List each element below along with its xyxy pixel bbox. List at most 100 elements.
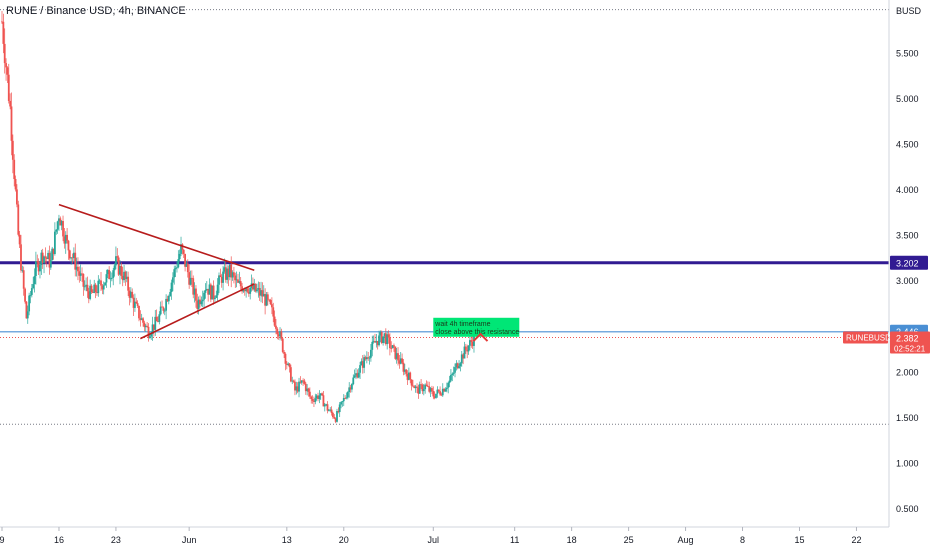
candle-body — [352, 377, 355, 385]
candle-body — [161, 306, 163, 308]
price-tick-label: 5.000 — [896, 94, 919, 104]
candle-body — [340, 402, 342, 405]
currency-label: BUSD — [896, 6, 922, 16]
candle-body — [376, 340, 379, 346]
candle-body — [393, 345, 395, 347]
candle-body — [300, 380, 303, 383]
candle-body — [380, 332, 383, 343]
candle-body — [298, 381, 300, 392]
candle-body — [105, 274, 108, 283]
candle-body — [150, 333, 153, 337]
candle-body — [170, 282, 173, 293]
candle-body — [53, 231, 56, 255]
candle-body — [349, 387, 352, 390]
candle-body — [313, 400, 315, 402]
candle-body — [311, 399, 314, 401]
candle-body — [368, 357, 371, 359]
candle-body — [233, 272, 235, 276]
price-badge-label: 3.202 — [896, 258, 919, 268]
candle-body — [174, 268, 177, 270]
candle-body — [218, 275, 220, 285]
candle-body — [72, 252, 75, 258]
candle-body — [429, 388, 432, 392]
candle-body — [100, 280, 102, 286]
symbol-badge — [843, 331, 888, 344]
candle-body — [391, 345, 394, 349]
candle-body — [407, 372, 410, 380]
candle-body — [288, 363, 291, 368]
candle-body — [355, 373, 357, 376]
symbol-badge-label: RUNEBUSD — [846, 334, 891, 343]
candle-body — [348, 387, 351, 393]
candle-body — [307, 388, 310, 392]
candle-body — [414, 386, 417, 389]
candle-body — [188, 272, 191, 285]
candle-body — [66, 234, 69, 241]
candle-body — [214, 297, 216, 300]
candle-body — [234, 275, 237, 281]
candle-body — [158, 314, 161, 322]
candle-body — [134, 301, 136, 308]
candle-body — [431, 388, 433, 392]
price-axis-background — [889, 0, 932, 550]
candle-body — [379, 332, 382, 336]
candle-body — [35, 261, 37, 276]
candle-body — [405, 369, 408, 374]
candle-body — [435, 393, 437, 398]
candle-body — [117, 257, 120, 275]
candle-body — [201, 299, 204, 302]
price-tick-label: 3.500 — [896, 231, 919, 241]
candle-body — [139, 318, 142, 320]
time-tick-label: 13 — [282, 535, 292, 545]
candle-body — [81, 273, 83, 275]
price-tick-label: 3.000 — [896, 276, 919, 286]
candle-body — [283, 351, 286, 354]
candle-body — [190, 277, 193, 279]
candle-body — [90, 285, 93, 293]
candle-body — [341, 401, 344, 403]
candle-body — [275, 325, 277, 329]
candle-body — [342, 398, 345, 402]
candle-body — [398, 360, 401, 364]
time-tick-label: 18 — [567, 535, 577, 545]
candle-body — [256, 289, 258, 292]
candle-body — [276, 328, 279, 335]
candle-body — [315, 395, 318, 399]
triangle-upper-trendline — [58, 203, 255, 272]
time-tick-label: 15 — [794, 535, 804, 545]
candle-body — [416, 386, 418, 388]
candle-body — [151, 324, 154, 334]
candle-body — [9, 100, 12, 107]
candle-body — [410, 379, 413, 386]
candle-body — [85, 284, 87, 287]
candle-body — [441, 388, 444, 396]
candle-body — [224, 267, 227, 280]
candle-body — [165, 298, 168, 311]
candle-body — [353, 375, 356, 378]
candle-body — [237, 279, 239, 283]
candle-body — [452, 372, 455, 374]
candle-body — [48, 252, 51, 268]
candle-body — [460, 354, 463, 364]
candle-body — [426, 385, 429, 387]
candle-body — [36, 261, 39, 262]
candle-body — [70, 257, 73, 259]
candle-body — [378, 335, 380, 346]
candle-body — [365, 357, 368, 360]
candle-body — [20, 244, 22, 271]
candle-body — [325, 404, 328, 406]
candle-body — [58, 218, 60, 222]
candle-body — [146, 325, 149, 327]
candle-body — [464, 346, 467, 350]
candle-body — [363, 357, 366, 368]
candle-body — [219, 275, 222, 277]
candle-body — [21, 270, 24, 272]
candle-body — [94, 284, 97, 293]
candle-body — [41, 252, 44, 263]
price-badge — [890, 255, 928, 270]
candle-body — [142, 318, 144, 323]
candle-body — [272, 307, 275, 317]
candle-body — [29, 294, 32, 296]
candle-body — [121, 275, 124, 281]
